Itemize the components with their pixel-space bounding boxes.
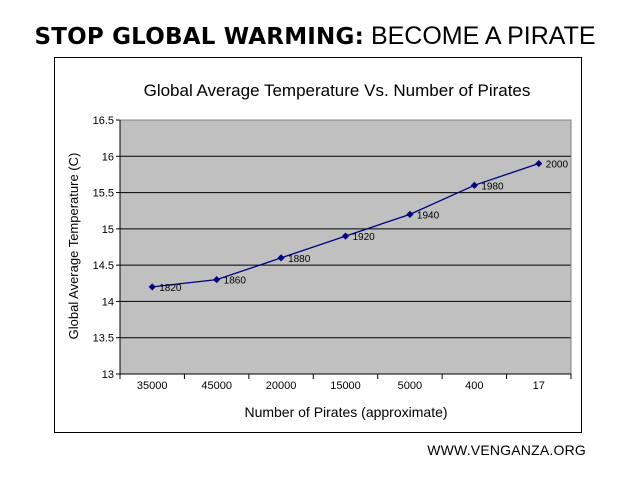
x-tick-label: 17	[533, 380, 545, 392]
data-point-label: 1880	[288, 254, 311, 265]
chart-title: Global Average Temperature Vs. Number of…	[144, 81, 531, 100]
y-tick-label: 14.5	[93, 260, 114, 272]
data-point-label: 2000	[546, 160, 569, 171]
data-point-marker	[213, 276, 221, 284]
y-tick-label: 13	[102, 369, 114, 381]
data-point-label: 1860	[224, 276, 247, 287]
headline: STOP GLOBAL WARMING: BECOME A PIRATE	[0, 20, 630, 53]
y-tick-label: 15.5	[93, 188, 114, 200]
data-point-label: 1920	[353, 232, 376, 243]
x-axis-label: Number of Pirates (approximate)	[244, 404, 447, 420]
data-point-marker	[148, 283, 156, 291]
data-point-marker	[470, 181, 478, 189]
y-tick-label: 16.5	[93, 115, 114, 127]
data-point-marker	[341, 232, 350, 240]
headline-light: BECOME A PIRATE	[370, 22, 596, 50]
x-tick-label: 20000	[266, 380, 297, 392]
data-point-marker	[277, 254, 285, 262]
data-point-marker	[535, 159, 543, 168]
x-tick-label: 5000	[398, 380, 422, 392]
x-tick-label: 400	[465, 380, 483, 392]
x-tick-label: 45000	[201, 380, 232, 392]
headline-bold: STOP GLOBAL WARMING:	[34, 24, 364, 50]
x-tick-label: 15000	[330, 380, 361, 392]
plot-area	[120, 120, 571, 374]
data-point-label: 1820	[159, 283, 182, 294]
x-tick-label: 35000	[137, 380, 168, 392]
y-axis-label: Global Average Temperature (C)	[66, 153, 81, 340]
y-tick-label: 14	[102, 296, 114, 308]
y-tick-label: 16	[102, 151, 114, 163]
data-point-label: 1940	[417, 210, 440, 221]
y-tick-label: 15	[102, 224, 114, 236]
y-tick-label: 13.5	[93, 333, 114, 345]
site-credit: WWW.VENGANZA.ORG	[427, 442, 586, 458]
data-point-marker	[406, 210, 414, 218]
data-point-label: 1980	[481, 181, 504, 192]
